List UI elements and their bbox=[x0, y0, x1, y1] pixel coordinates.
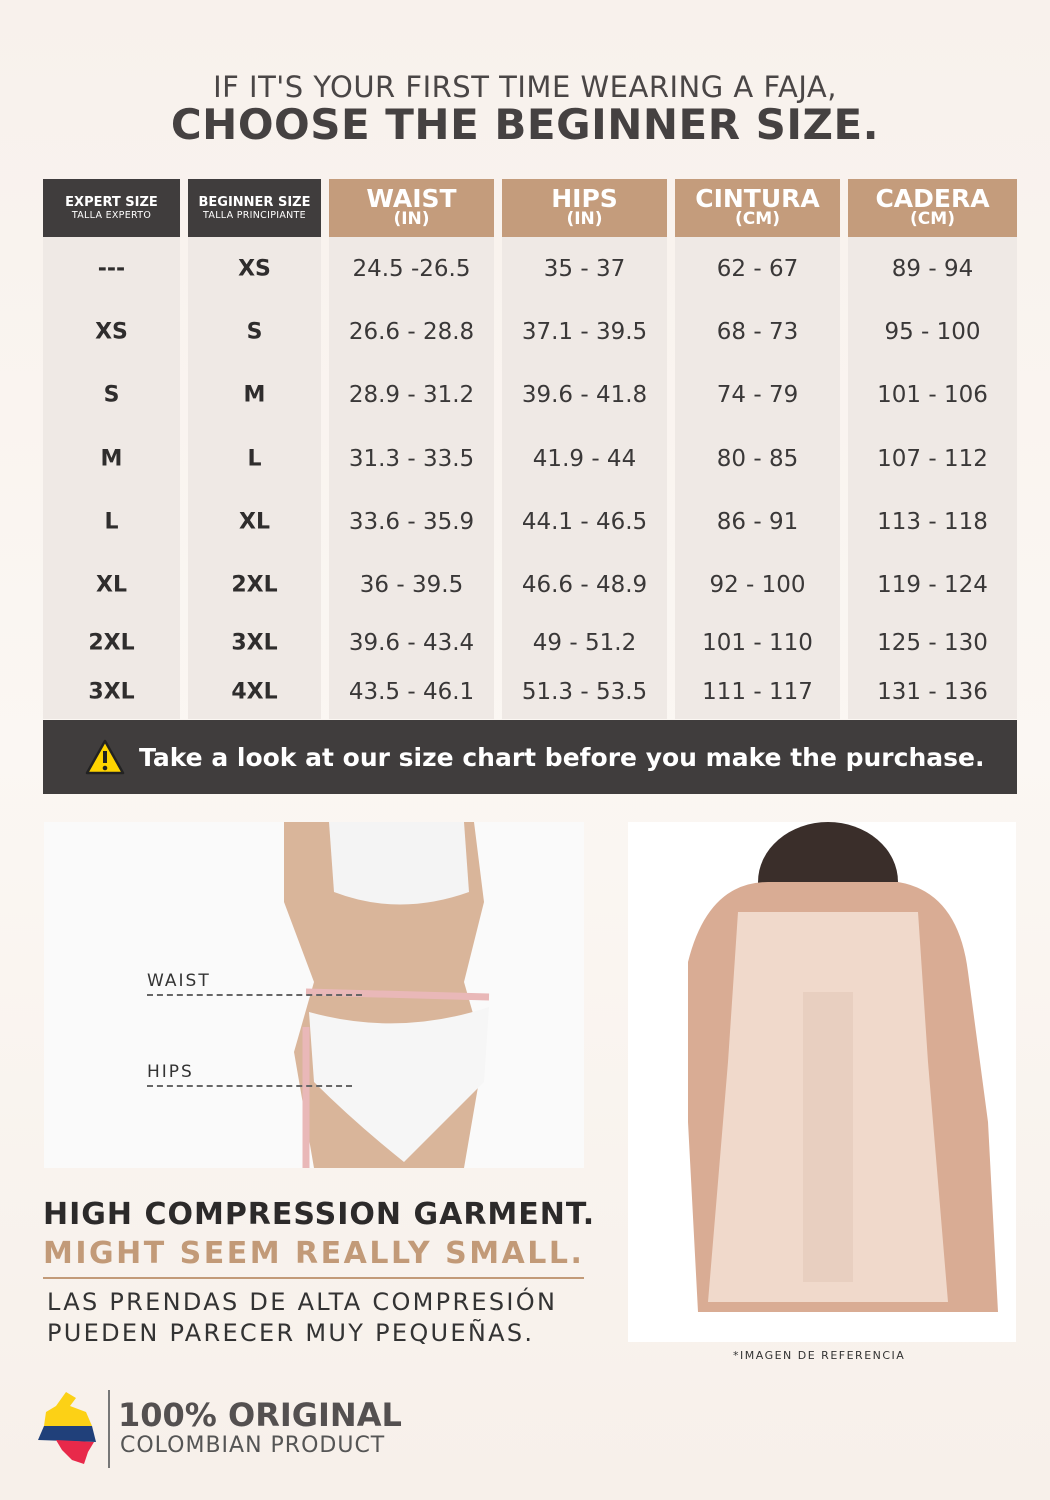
header-title: CINTURA bbox=[695, 184, 820, 213]
header-title: BEGINNER SIZE bbox=[198, 195, 311, 210]
table-cell: 101 - 106 bbox=[877, 382, 988, 408]
table-cell: 36 - 39.5 bbox=[359, 572, 464, 598]
header-title: CADERA bbox=[875, 184, 990, 213]
header-subtitle: (CM) bbox=[910, 209, 955, 229]
table-cell: L bbox=[104, 509, 119, 535]
table-cell: S bbox=[103, 382, 120, 408]
compression-es-line1: LAS PRENDAS DE ALTA COMPRESIÓN bbox=[47, 1288, 558, 1316]
table-cell: 46.6 - 48.9 bbox=[521, 572, 648, 598]
table-cell: 95 - 100 bbox=[884, 319, 981, 345]
waist-line bbox=[147, 994, 362, 996]
table-cell: 4XL bbox=[231, 679, 278, 705]
header-subtitle: TALLA EXPERTO bbox=[71, 210, 152, 221]
heading-line2: CHOOSE THE BEGINNER SIZE. bbox=[170, 100, 880, 149]
table-cell: 24.5 -26.5 bbox=[352, 256, 471, 282]
table-cell: 68 - 73 bbox=[716, 319, 799, 345]
table-cell: 39.6 - 43.4 bbox=[348, 630, 475, 656]
table-cell: XL bbox=[96, 572, 127, 598]
header-title: WAIST bbox=[366, 184, 457, 213]
table-cell: 107 - 112 bbox=[877, 446, 988, 472]
table-cell: 92 - 100 bbox=[709, 572, 806, 598]
column-header: WAIST (IN) bbox=[329, 179, 494, 237]
column-3: HIPS (IN) 35 - 37 37.1 - 39.5 39.6 - 41.8 41.… bbox=[502, 179, 667, 719]
table-cell: 86 - 91 bbox=[716, 509, 799, 535]
table-cell: 2XL bbox=[231, 572, 278, 598]
heading-line1: IF IT'S YOUR FIRST TIME WEARING A FAJA, bbox=[213, 70, 837, 104]
footer-subtitle: COLOMBIAN PRODUCT bbox=[120, 1433, 386, 1458]
table-cell: 74 - 79 bbox=[716, 382, 799, 408]
table-cell: 39.6 - 41.8 bbox=[521, 382, 648, 408]
table-cell: 3XL bbox=[88, 679, 135, 705]
colombia-flag-map-icon bbox=[38, 1392, 96, 1464]
table-cell: 49 - 51.2 bbox=[532, 630, 637, 656]
model-illustration bbox=[284, 822, 490, 1168]
header-subtitle: (CM) bbox=[735, 209, 780, 229]
header-subtitle: TALLA PRINCIPIANTE bbox=[203, 210, 306, 221]
table-cell: 101 - 110 bbox=[702, 630, 813, 656]
table-cell: 131 - 136 bbox=[877, 679, 988, 705]
table-cell: 125 - 130 bbox=[877, 630, 988, 656]
table-cell: 35 - 37 bbox=[543, 256, 626, 282]
table-cell: 113 - 118 bbox=[877, 509, 988, 535]
notice-text: Take a look at our size chart before you… bbox=[139, 742, 985, 772]
hips-line bbox=[147, 1085, 352, 1087]
column-header: CADERA (CM) bbox=[848, 179, 1017, 237]
table-cell: M bbox=[100, 446, 123, 472]
table-cell: 28.9 - 31.2 bbox=[348, 382, 475, 408]
footer-divider bbox=[108, 1390, 110, 1468]
table-cell: 26.6 - 28.8 bbox=[348, 319, 475, 345]
notice-banner: Take a look at our size chart before you… bbox=[43, 720, 1017, 794]
column-header: HIPS (IN) bbox=[502, 179, 667, 237]
table-cell: 80 - 85 bbox=[716, 446, 799, 472]
divider bbox=[43, 1277, 584, 1279]
compression-warning: MIGHT SEEM REALLY SMALL. bbox=[43, 1236, 585, 1271]
header-title: EXPERT SIZE bbox=[65, 195, 158, 210]
table-cell: 62 - 67 bbox=[716, 256, 799, 282]
table-cell: 41.9 - 44 bbox=[532, 446, 637, 472]
header-subtitle: (IN) bbox=[393, 209, 430, 229]
compression-title: HIGH COMPRESSION GARMENT. bbox=[43, 1197, 596, 1232]
table-cell: XS bbox=[95, 319, 128, 345]
footer-title: 100% ORIGINAL bbox=[118, 1396, 402, 1434]
compression-es-line2: PUEDEN PARECER MUY PEQUEÑAS. bbox=[47, 1319, 535, 1347]
table-cell: 44.1 - 46.5 bbox=[521, 509, 648, 535]
table-cell: S bbox=[246, 319, 263, 345]
warning-icon bbox=[85, 739, 125, 775]
table-cell: 111 - 117 bbox=[702, 679, 813, 705]
garment-illustration bbox=[688, 822, 998, 1312]
table-cell: 89 - 94 bbox=[891, 256, 974, 282]
column-1: BEGINNER SIZE TALLA PRINCIPIANTE XS S M L XL 2X… bbox=[188, 179, 321, 719]
table-cell: 3XL bbox=[231, 630, 278, 656]
table-cell: 33.6 - 35.9 bbox=[348, 509, 475, 535]
table-cell: XS bbox=[238, 256, 271, 282]
column-header: BEGINNER SIZE TALLA PRINCIPIANTE bbox=[188, 179, 321, 237]
column-header: CINTURA (CM) bbox=[675, 179, 840, 237]
table-cell: 119 - 124 bbox=[877, 572, 988, 598]
column-5: CADERA (CM) 89 - 94 95 - 100 101 - 106 107 - … bbox=[848, 179, 1017, 719]
table-cell: L bbox=[247, 446, 262, 472]
header-title: HIPS bbox=[551, 184, 618, 213]
table-cell: --- bbox=[97, 256, 126, 282]
column-header: EXPERT SIZE TALLA EXPERTO bbox=[43, 179, 180, 237]
table-cell: 37.1 - 39.5 bbox=[521, 319, 648, 345]
column-2: WAIST (IN) 24.5 -26.5 26.6 - 28.8 28.9 - 31.… bbox=[329, 179, 494, 719]
table-cell: 31.3 - 33.5 bbox=[348, 446, 475, 472]
table-cell: 2XL bbox=[88, 630, 135, 656]
column-0: EXPERT SIZE TALLA EXPERTO --- XS S M L XL 2XL 3XL bbox=[43, 179, 180, 719]
table-cell: M bbox=[243, 382, 266, 408]
waist-label: WAIST bbox=[147, 971, 211, 991]
column-4: CINTURA (CM) 62 - 67 68 - 73 74 - 79 80 - 85 8… bbox=[675, 179, 840, 719]
table-cell: 51.3 - 53.5 bbox=[521, 679, 648, 705]
garment-reference-photo bbox=[628, 822, 1016, 1342]
header-subtitle: (IN) bbox=[566, 209, 603, 229]
reference-caption: *IMAGEN DE REFERENCIA bbox=[733, 1349, 906, 1362]
table-cell: XL bbox=[239, 509, 270, 535]
waist-hips-measure-photo: WAIST HIPS bbox=[44, 822, 584, 1168]
hips-label: HIPS bbox=[147, 1062, 194, 1082]
table-cell: 43.5 - 46.1 bbox=[348, 679, 475, 705]
